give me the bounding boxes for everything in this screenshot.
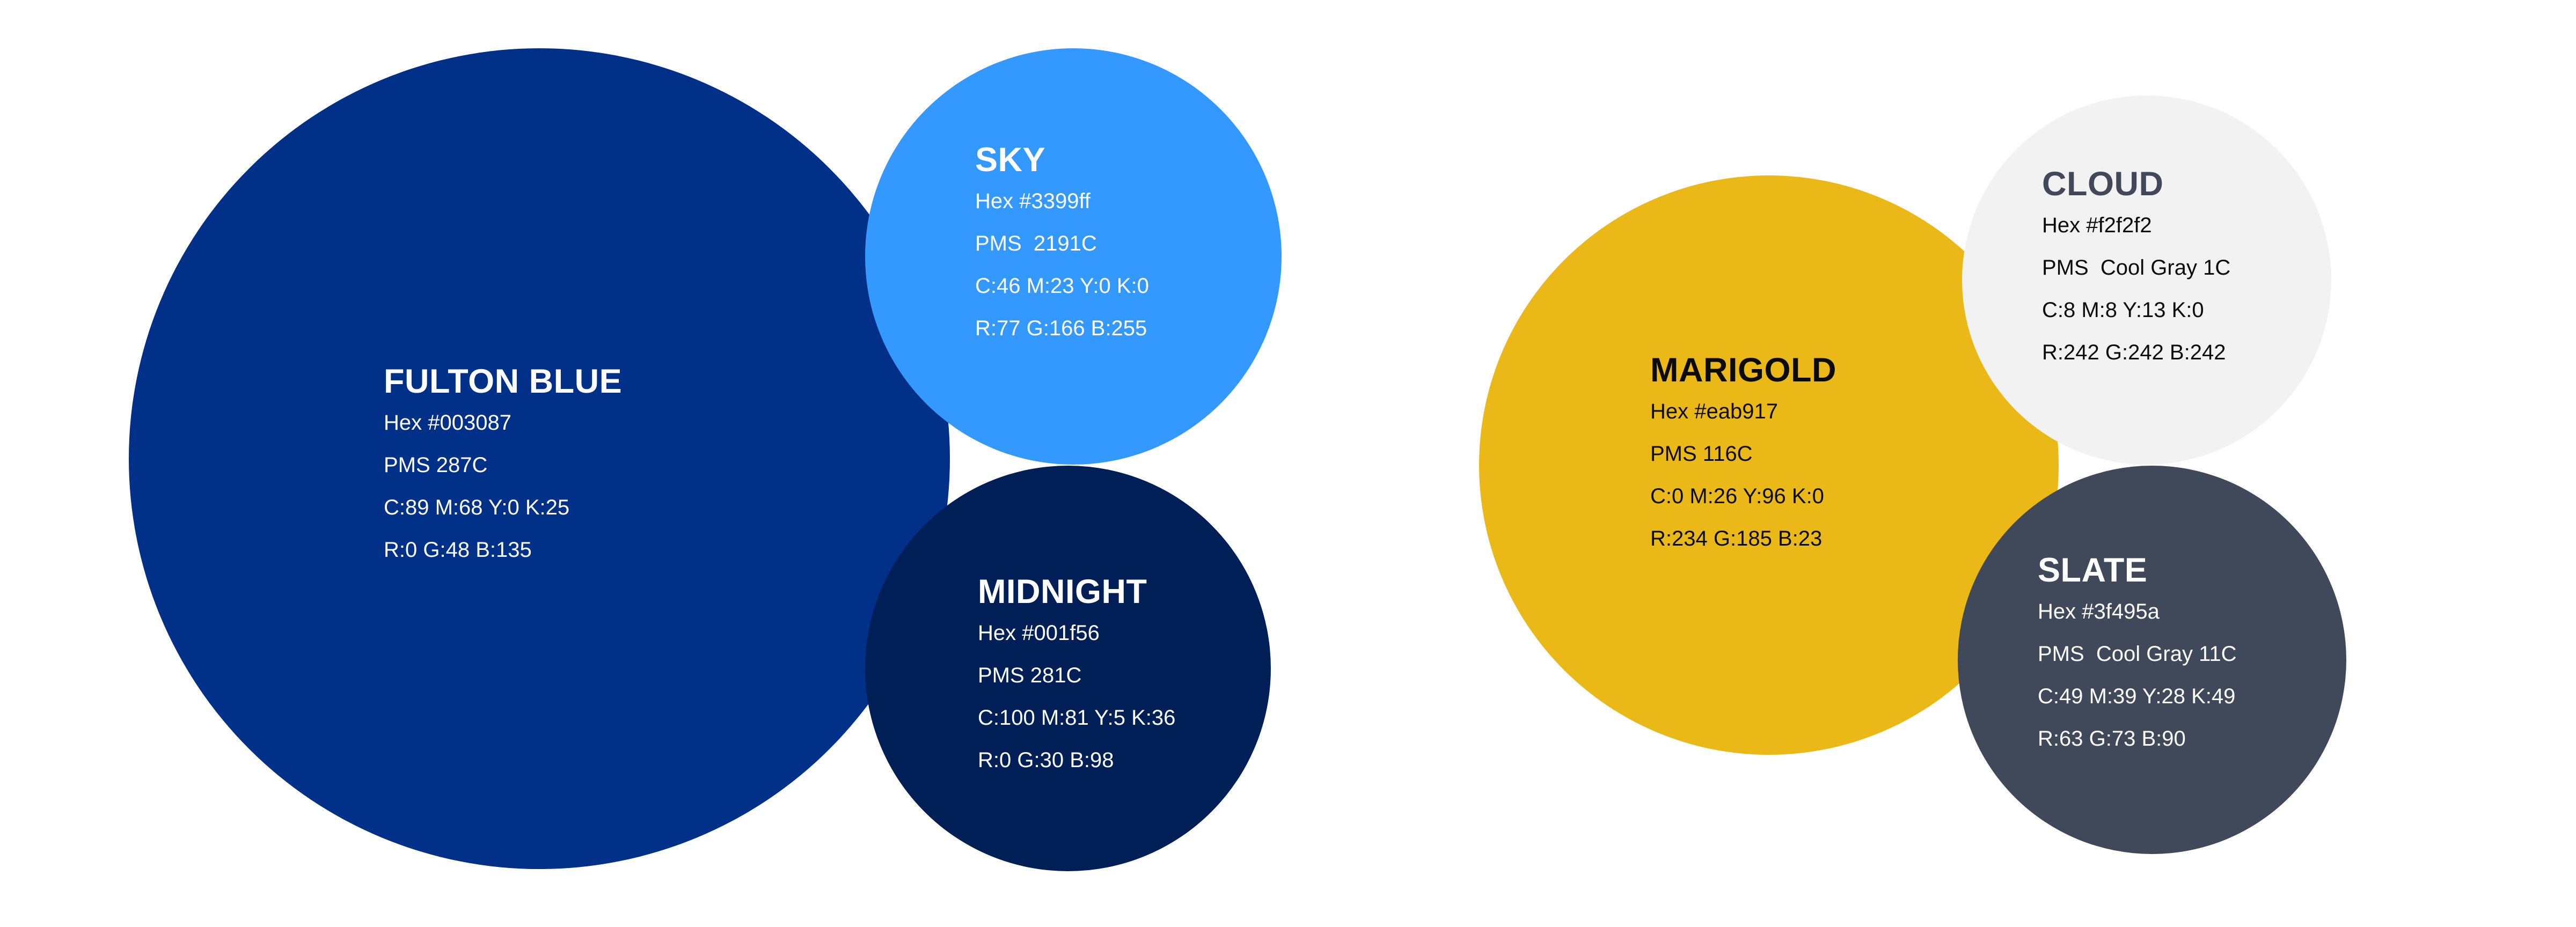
hex-value-label: Hex #eab917: [1650, 400, 1778, 423]
hex-value-label: Hex #3f495a: [2038, 600, 2160, 623]
swatch-label-midnight: MIDNIGHT Hex #001f56 PMS 281C C:100 M:81…: [978, 571, 1175, 782]
hex-value-label: Hex #001f56: [978, 621, 1100, 645]
swatch-title: MIDNIGHT: [978, 573, 1147, 610]
swatch-title: FULTON BLUE: [384, 363, 623, 400]
swatch-circle-slate: SLATE Hex #3f495a PMS Cool Gray 11C C:49…: [1958, 466, 2346, 854]
swatch-circle-sky: SKY Hex #3399ff PMS 2191C C:46 M:23 Y:0 …: [865, 48, 1282, 465]
pms-value-label: PMS 287C: [384, 453, 488, 477]
swatch-label-marigold: MARIGOLD Hex #eab917 PMS 116C C:0 M:26 Y…: [1650, 350, 1836, 560]
swatch-label-cloud: CLOUD Hex #f2f2f2 PMS Cool Gray 1C C:8 M…: [2042, 164, 2230, 374]
rgb-value-label: R:77 G:166 B:255: [975, 317, 1147, 340]
swatch-label-slate: SLATE Hex #3f495a PMS Cool Gray 11C C:49…: [2038, 550, 2237, 760]
pms-value-label: PMS Cool Gray 1C: [2042, 256, 2231, 279]
cmyk-value-label: C:49 M:39 Y:28 K:49: [2038, 685, 2236, 708]
swatch-label-sky: SKY Hex #3399ff PMS 2191C C:46 M:23 Y:0 …: [975, 139, 1149, 350]
hex-value-label: Hex #3399ff: [975, 189, 1091, 213]
swatch-title: SKY: [975, 141, 1046, 179]
swatch-circle-cloud: CLOUD Hex #f2f2f2 PMS Cool Gray 1C C:8 M…: [1962, 95, 2331, 465]
swatch-title: CLOUD: [2042, 165, 2164, 203]
swatch-circle-fulton-blue: FULTON BLUE Hex #003087 PMS 287C C:89 M:…: [129, 48, 950, 869]
cmyk-value-label: C:0 M:26 Y:96 K:0: [1650, 484, 1824, 508]
hex-value-label: Hex #f2f2f2: [2042, 214, 2152, 237]
swatch-circle-midnight: MIDNIGHT Hex #001f56 PMS 281C C:100 M:81…: [865, 466, 1271, 871]
rgb-value-label: R:242 G:242 B:242: [2042, 341, 2226, 364]
swatch-title: MARIGOLD: [1650, 351, 1836, 389]
hex-value-label: Hex #003087: [384, 411, 511, 435]
cmyk-value-label: C:100 M:81 Y:5 K:36: [978, 706, 1176, 730]
rgb-value-label: R:63 G:73 B:90: [2038, 727, 2186, 751]
pms-value-label: PMS 2191C: [975, 232, 1097, 255]
rgb-value-label: R:234 G:185 B:23: [1650, 527, 1823, 550]
pms-value-label: PMS Cool Gray 11C: [2038, 642, 2237, 666]
cmyk-value-label: C:8 M:8 Y:13 K:0: [2042, 298, 2204, 322]
pms-value-label: PMS 116C: [1650, 442, 1753, 466]
rgb-value-label: R:0 G:48 B:135: [384, 538, 532, 562]
cmyk-value-label: C:46 M:23 Y:0 K:0: [975, 274, 1149, 298]
swatch-label-fulton-blue: FULTON BLUE Hex #003087 PMS 287C C:89 M:…: [384, 361, 622, 571]
rgb-value-label: R:0 G:30 B:98: [978, 748, 1114, 772]
swatch-title: SLATE: [2038, 551, 2148, 589]
pms-value-label: PMS 281C: [978, 664, 1082, 687]
cmyk-value-label: C:89 M:68 Y:0 K:25: [384, 496, 570, 519]
